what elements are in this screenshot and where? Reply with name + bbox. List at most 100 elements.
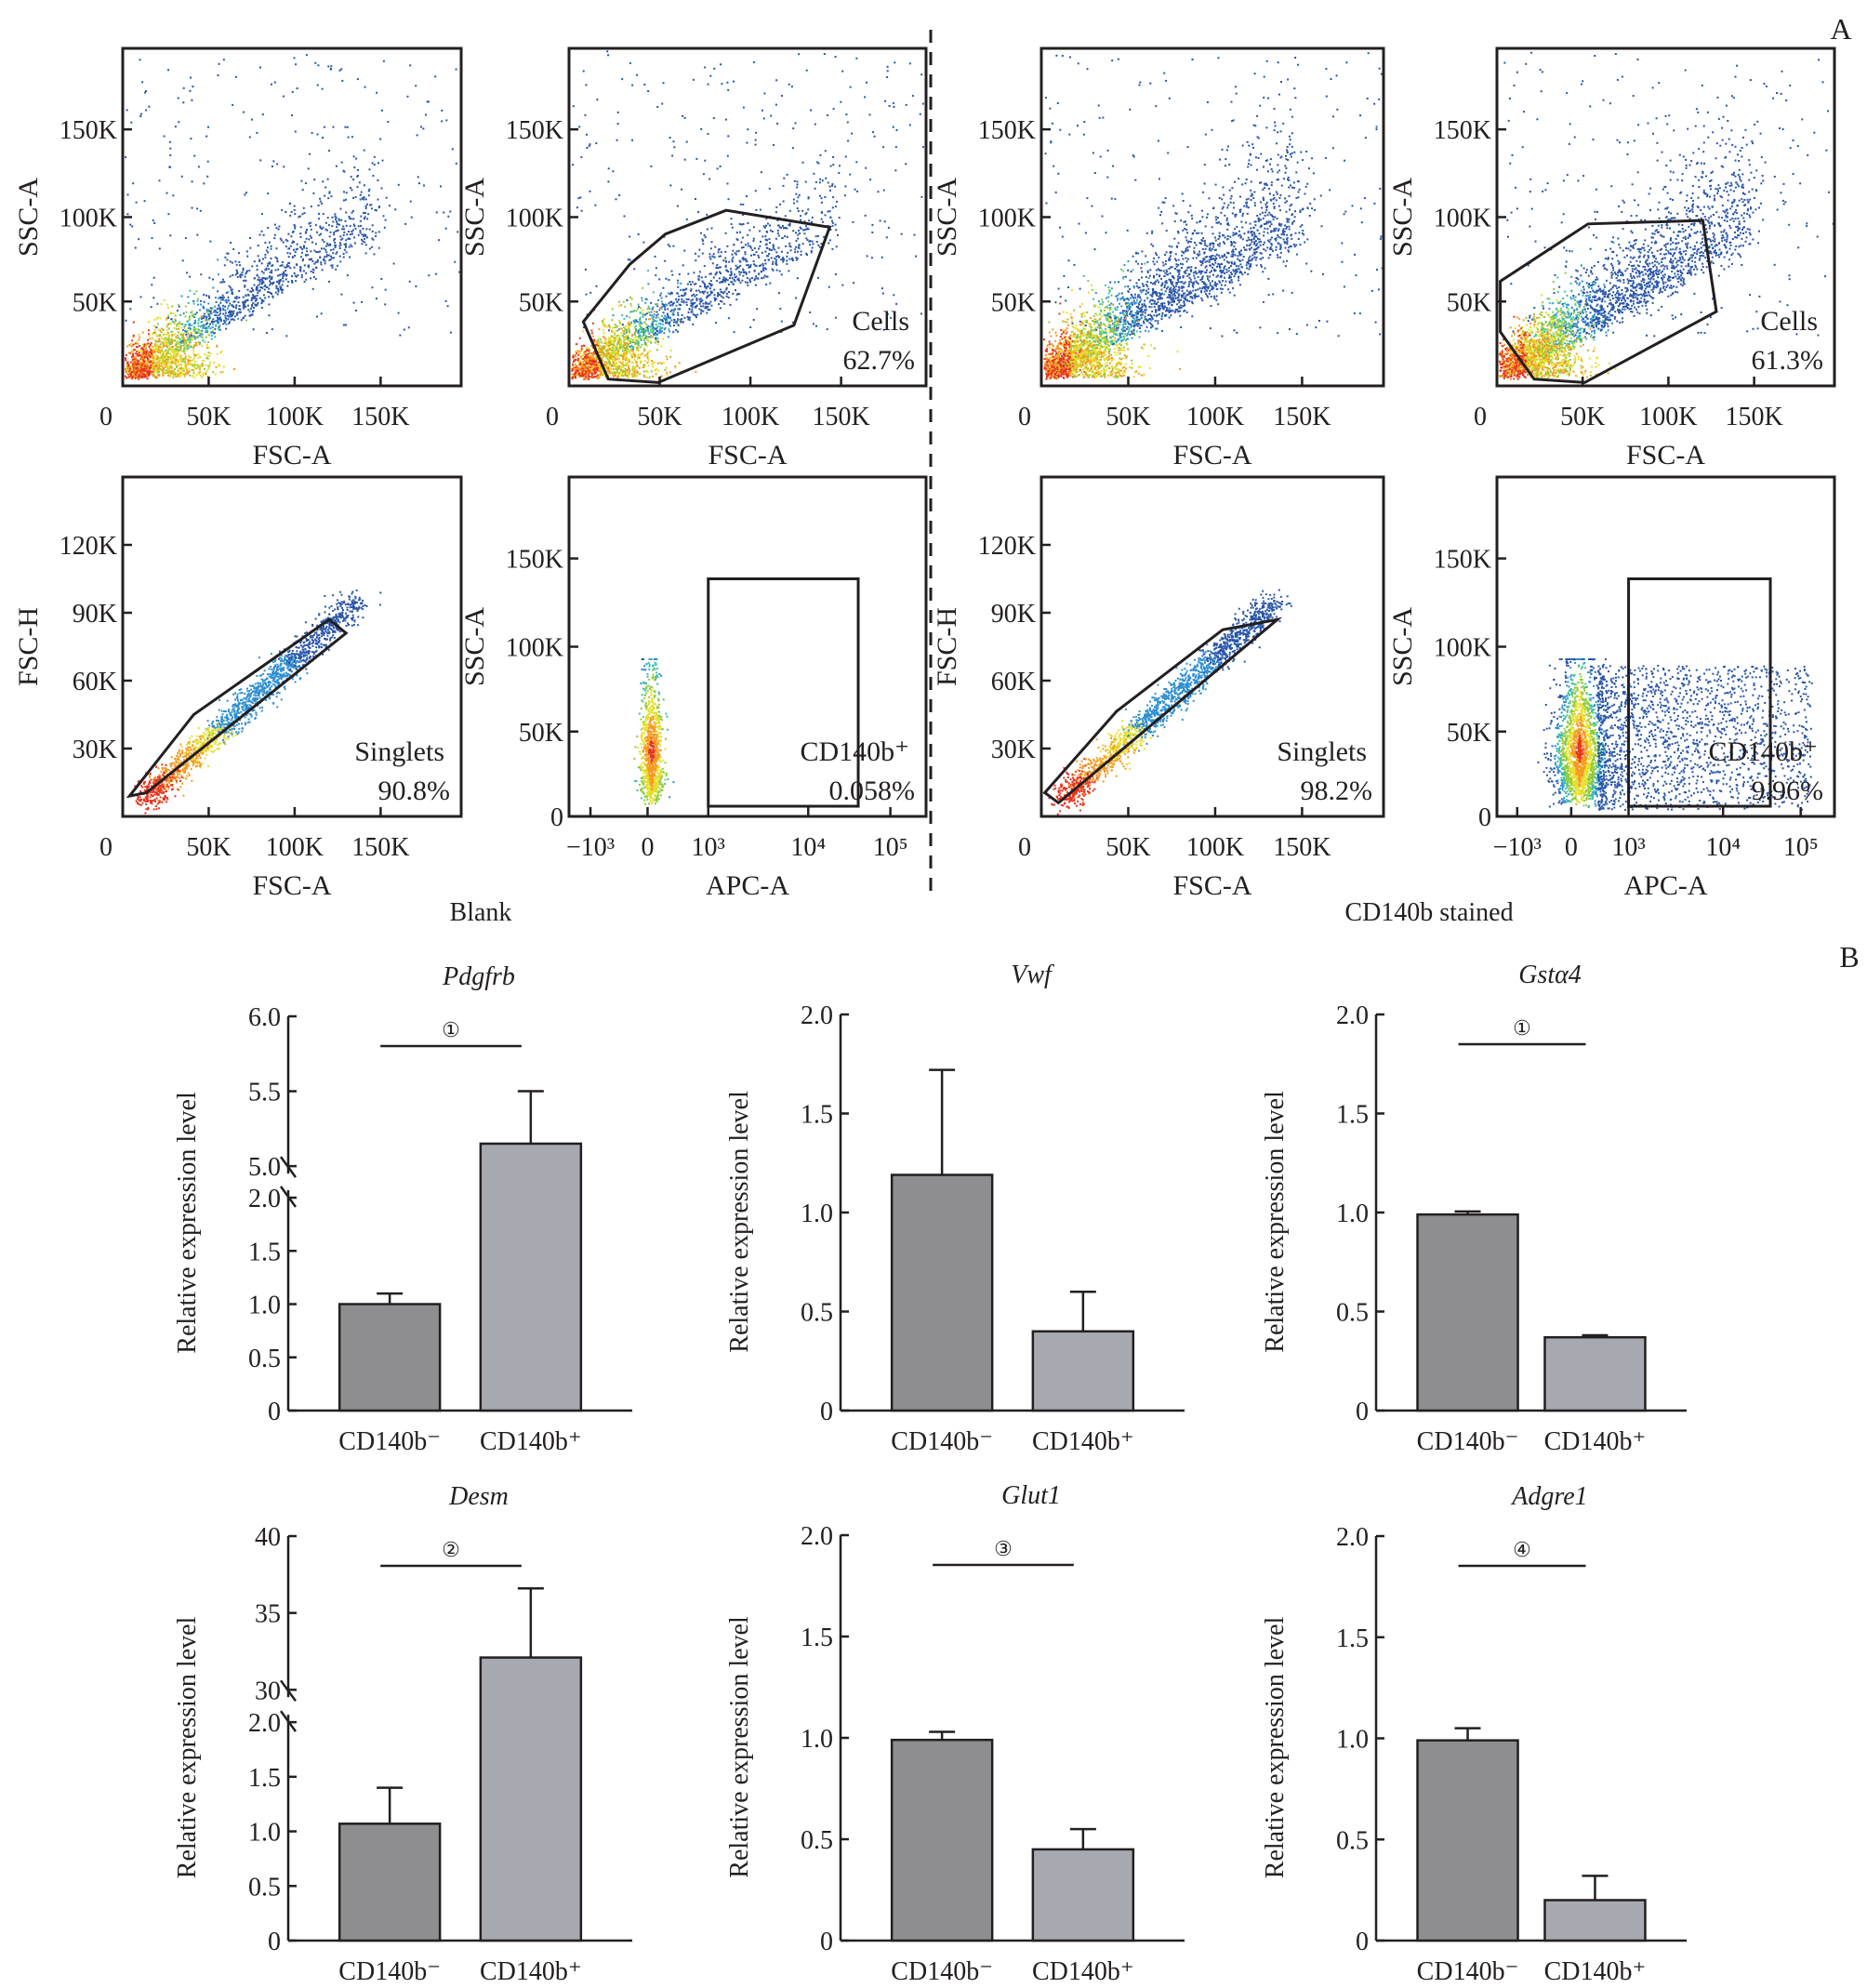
event-dot	[233, 297, 236, 299]
event-dot	[179, 350, 180, 351]
event-dot	[174, 363, 177, 365]
event-dot	[158, 361, 161, 363]
event-dot	[189, 363, 192, 365]
event-dot	[331, 257, 334, 259]
event-dot	[182, 332, 185, 335]
event-dot	[708, 302, 710, 305]
event-dot	[145, 351, 148, 354]
event-dot	[604, 338, 607, 340]
event-dot	[729, 277, 731, 280]
event-dot	[655, 338, 657, 341]
event-dot	[180, 367, 183, 370]
event-dot	[700, 309, 703, 311]
event-dot	[633, 341, 636, 344]
event-dot	[152, 372, 154, 375]
event-dot	[252, 288, 254, 291]
event-dot	[893, 106, 895, 108]
event-dot	[908, 62, 911, 65]
event-dot	[193, 364, 196, 367]
event-dot	[664, 326, 667, 329]
event-dot	[144, 366, 147, 369]
event-dot	[192, 299, 195, 302]
event-dot	[192, 338, 194, 341]
event-dot	[246, 270, 248, 272]
event-dot	[387, 121, 390, 123]
event-dot	[755, 265, 758, 268]
event-dot	[630, 305, 633, 308]
event-dot	[181, 259, 184, 262]
event-dot	[634, 340, 637, 342]
event-dot	[708, 256, 711, 258]
event-dot	[661, 302, 664, 305]
event-dot	[438, 239, 440, 242]
event-dot	[290, 235, 293, 238]
event-dot	[791, 147, 794, 150]
event-dot	[755, 251, 758, 254]
event-dot	[763, 226, 766, 229]
event-dot	[145, 353, 148, 356]
event-dot	[705, 306, 708, 309]
event-dot	[188, 359, 190, 362]
event-dot	[141, 81, 144, 84]
event-dot	[1052, 355, 1054, 358]
event-dot	[311, 260, 314, 262]
event-dot	[212, 329, 215, 332]
gate-polygon[interactable]	[581, 208, 832, 384]
event-dot	[742, 272, 745, 273]
event-dot	[847, 139, 850, 142]
event-dot	[709, 285, 712, 287]
event-dot	[277, 274, 279, 277]
event-dot	[127, 370, 130, 373]
event-dot	[717, 267, 720, 270]
event-dot	[163, 341, 166, 344]
event-dot	[218, 303, 220, 306]
event-dot	[132, 343, 135, 346]
event-dot	[654, 320, 656, 323]
event-dot	[205, 294, 207, 297]
event-dot	[808, 240, 811, 243]
event-dot	[620, 363, 623, 365]
event-dot	[331, 216, 334, 219]
event-dot	[193, 345, 195, 348]
event-dot	[305, 182, 307, 185]
event-dot	[310, 205, 312, 208]
event-dot	[618, 358, 621, 361]
event-dot	[132, 373, 135, 375]
event-dot	[636, 371, 639, 373]
event-dot	[786, 262, 788, 265]
event-dot	[179, 367, 181, 370]
event-dot	[219, 301, 222, 304]
event-dot	[190, 338, 192, 341]
event-dot	[778, 256, 781, 258]
event-dot	[346, 274, 349, 277]
event-dot	[695, 252, 696, 255]
event-dot	[305, 254, 308, 257]
event-dot	[199, 325, 202, 328]
event-dot	[193, 321, 196, 324]
event-dot	[209, 327, 212, 330]
event-dot	[383, 226, 386, 229]
event-dot	[145, 376, 148, 378]
event-dot	[129, 308, 132, 311]
event-dot	[676, 323, 679, 325]
event-dot	[650, 331, 653, 334]
event-dot	[623, 353, 626, 356]
event-dot	[357, 233, 360, 236]
event-dot	[232, 305, 234, 308]
event-dot	[732, 249, 735, 252]
event-dot	[1153, 263, 1156, 266]
event-dot	[164, 345, 166, 348]
event-dot	[219, 307, 221, 310]
event-dot	[650, 341, 653, 344]
event-dot	[801, 209, 804, 212]
event-dot	[608, 359, 611, 362]
event-dot	[301, 189, 304, 192]
event-dot	[151, 356, 153, 359]
event-dot	[385, 196, 388, 199]
event-dot	[627, 326, 629, 328]
event-dot	[606, 349, 609, 351]
event-dot	[1109, 290, 1111, 293]
event-dot	[682, 288, 684, 291]
event-dot	[650, 330, 653, 333]
event-dot	[756, 308, 759, 311]
